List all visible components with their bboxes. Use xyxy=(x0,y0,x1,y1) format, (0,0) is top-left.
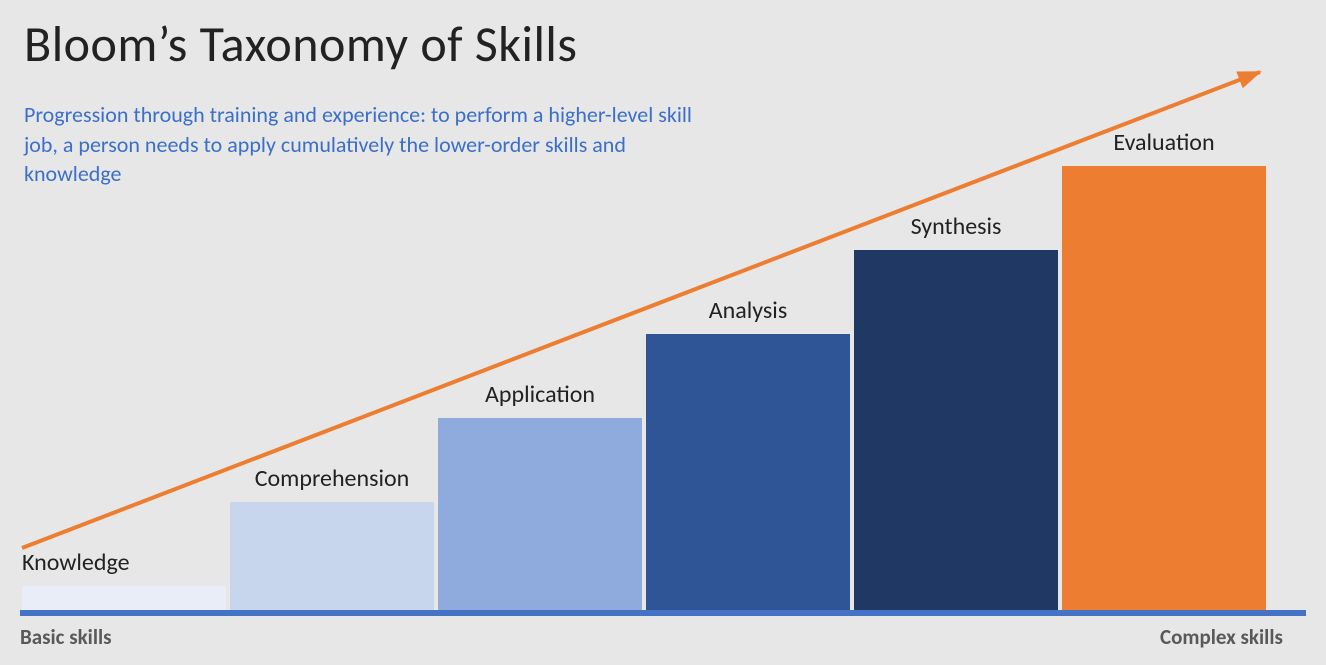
bar-label-synthesis: Synthesis xyxy=(854,212,1058,241)
subtitle: Progression through training and experie… xyxy=(24,100,724,189)
bar-label-application: Application xyxy=(438,380,642,409)
bar-label-evaluation: Evaluation xyxy=(1062,128,1266,157)
bar-analysis xyxy=(646,334,850,610)
bar-label-analysis: Analysis xyxy=(646,296,850,325)
axis-label-basic-skills: Basic skills xyxy=(20,624,112,650)
bar-evaluation xyxy=(1062,166,1266,610)
bar-synthesis xyxy=(854,250,1058,610)
bar-knowledge xyxy=(22,586,226,610)
x-axis-line xyxy=(20,610,1306,616)
page-title: Bloom’s Taxonomy of Skills xyxy=(24,14,577,75)
axis-label-complex-skills: Complex skills xyxy=(1160,624,1283,650)
bar-label-comprehension: Comprehension xyxy=(230,464,434,493)
bar-label-knowledge: Knowledge xyxy=(22,548,226,577)
bar-comprehension xyxy=(230,502,434,610)
bar-application xyxy=(438,418,642,610)
